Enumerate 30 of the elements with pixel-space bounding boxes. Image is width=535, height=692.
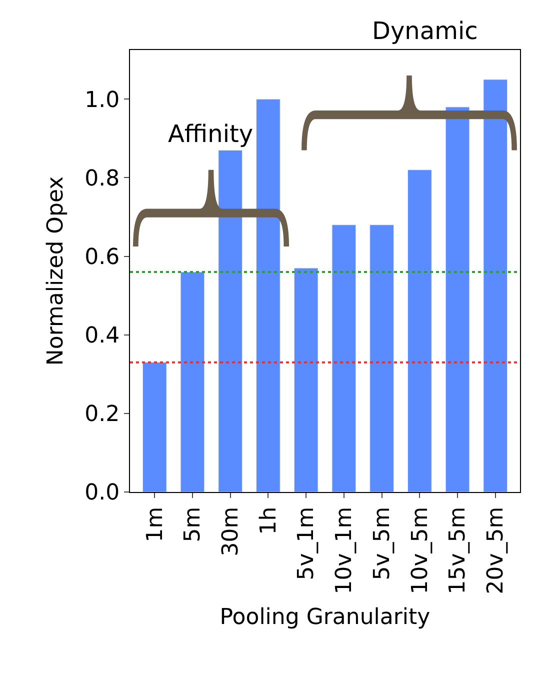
x-tick-label: 1m [142,506,168,542]
bar [483,79,508,492]
bar [218,150,243,492]
bar [180,272,205,492]
y-tick-label: 0.6 [84,244,120,270]
x-tick-label: 1h [256,506,282,535]
y-tick-label: 0.2 [84,402,120,428]
bar [142,362,167,492]
bar [407,170,432,492]
bar [256,98,280,492]
y-tick-label: 0.0 [84,480,120,506]
bar [332,224,356,492]
x-tick-label: 15v_5m [446,506,471,594]
text: Dynamic [372,17,478,45]
annotation: Affinity [168,120,254,148]
y-tick-label: 0.8 [84,166,120,192]
bar [294,268,318,492]
x-tick-label: 20v_5m [484,506,509,594]
bar [445,106,470,492]
x-tick-label: 10v_1m [332,506,358,594]
x-tick-label: 10v_5m [408,506,433,594]
y-tick-label: 1.0 [84,88,120,113]
bar [370,224,394,492]
x-axis-title: Pooling Granularity [220,605,430,630]
x-tick-label: 5v_5m [370,506,395,580]
x-tick-label: 5v_1m [294,506,320,580]
x-tick-label: 30m [218,506,244,556]
y-axis-title: Normalized Opex [43,176,68,366]
y-tick-label: 0.4 [84,324,120,349]
x-tick-label: 5m [180,506,206,542]
